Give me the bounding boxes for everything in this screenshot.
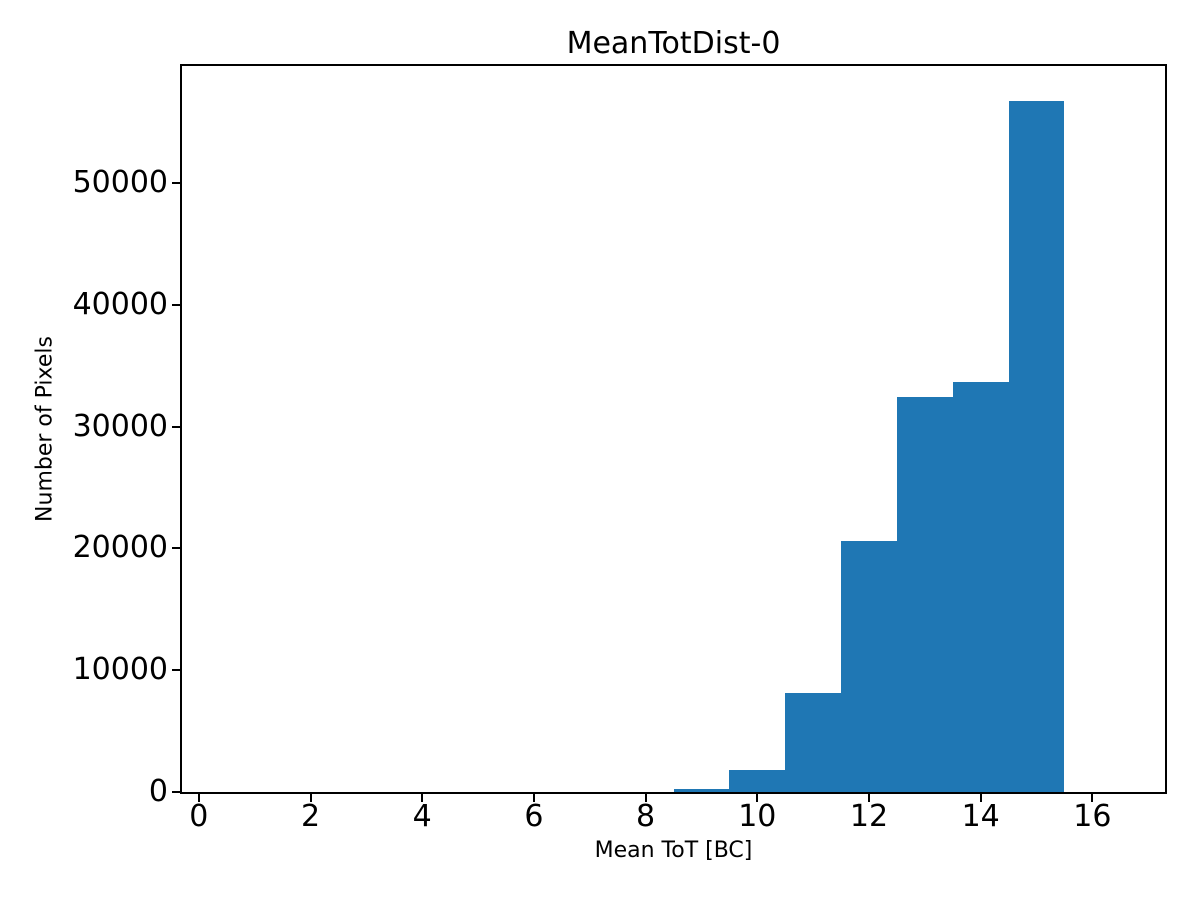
x-tick-mark xyxy=(532,794,535,802)
histogram-bar xyxy=(729,770,786,792)
y-tick-mark xyxy=(172,669,180,672)
x-tick-label: 8 xyxy=(636,799,656,834)
y-tick-label: 0 xyxy=(148,774,168,809)
y-tick-mark xyxy=(172,791,180,793)
x-tick-mark xyxy=(868,794,870,802)
x-tick-label: 10 xyxy=(738,799,777,834)
y-tick-label: 10000 xyxy=(72,652,168,688)
y-tick-label: 30000 xyxy=(72,408,168,444)
x-tick-mark xyxy=(644,794,647,802)
x-tick-mark xyxy=(1091,794,1094,802)
x-tick-label: 6 xyxy=(524,799,544,834)
x-tick-mark xyxy=(309,794,312,802)
x-tick-label: 4 xyxy=(412,799,432,834)
y-tick-label: 40000 xyxy=(72,286,168,322)
x-tick-mark xyxy=(756,794,759,802)
x-tick-mark xyxy=(197,794,200,802)
x-tick-label: 12 xyxy=(849,799,889,834)
y-tick-mark xyxy=(172,547,180,550)
histogram-bar xyxy=(1008,100,1065,792)
x-tick-mark xyxy=(421,794,424,802)
y-tick-label: 20000 xyxy=(72,530,168,566)
x-tick-label: 2 xyxy=(300,799,321,834)
histogram-bar xyxy=(673,789,730,792)
histogram-bar xyxy=(841,541,897,792)
histogram-bar xyxy=(952,381,1009,792)
plot-area xyxy=(180,64,1167,794)
x-tick-label: 16 xyxy=(1073,799,1112,834)
histogram-bar xyxy=(896,397,953,792)
y-tick-mark xyxy=(172,303,180,306)
x-tick-label: 14 xyxy=(961,799,1000,834)
y-tick-label: 50000 xyxy=(72,164,168,200)
chart-title: MeanTotDist-0 xyxy=(566,26,781,61)
y-tick-mark xyxy=(172,425,180,428)
x-axis-label: Mean ToT [BC] xyxy=(594,838,753,863)
y-axis-label: Number of Pixels xyxy=(32,336,58,522)
x-tick-mark xyxy=(979,794,982,802)
x-tick-label: 0 xyxy=(189,799,209,834)
histogram-bar xyxy=(785,693,842,792)
y-tick-mark xyxy=(172,181,180,184)
